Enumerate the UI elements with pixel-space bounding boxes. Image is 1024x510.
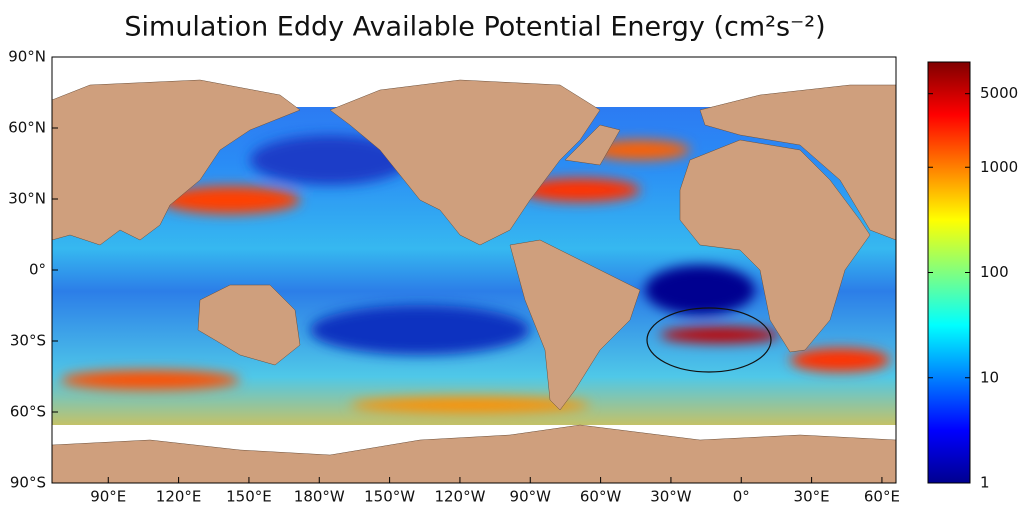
annotation-ellipse (646, 307, 772, 373)
y-tick-label: 90°N (8, 48, 46, 66)
x-tick-label: 0° (733, 488, 750, 506)
south-america (509, 239, 641, 411)
greenland-edge (564, 124, 621, 166)
eurasia-east (699, 84, 896, 241)
y-tick-label: 30°N (8, 190, 46, 208)
africa (679, 139, 871, 353)
colorbar-tick-label: 100 (980, 263, 1009, 281)
asia-west (52, 79, 301, 246)
x-tick-label: 180°W (294, 488, 345, 506)
x-tick-label: 150°E (226, 488, 272, 506)
x-tick-label: 150°W (364, 488, 415, 506)
antarctica (52, 424, 896, 483)
x-tick-label: 90°W (510, 488, 552, 506)
australia (197, 284, 301, 366)
energy-hotspots (60, 135, 890, 413)
colorbar-tick-label: 5000 (980, 84, 1018, 102)
x-tick-label: 90°E (90, 488, 126, 506)
y-tick-label: 60°S (10, 403, 46, 421)
x-tick-label: 60°E (864, 488, 900, 506)
colorbar (927, 61, 971, 484)
colorbar-tick-label: 1000 (980, 158, 1018, 176)
y-tick-label: 90°S (10, 474, 46, 492)
x-tick-label: 60°W (580, 488, 622, 506)
y-tick-label: 30°S (10, 332, 46, 350)
colorbar-tick-label: 10 (980, 368, 999, 386)
y-tick-label: 0° (29, 261, 46, 279)
map-area (52, 57, 896, 483)
x-tick-label: 120°W (434, 488, 485, 506)
x-tick-label: 30°W (650, 488, 692, 506)
north-america (329, 79, 601, 246)
title: Simulation Eddy Available Potential Ener… (124, 12, 825, 43)
colorbar-tick-label: 1 (980, 474, 990, 492)
x-tick-label: 120°E (156, 488, 202, 506)
x-tick-label: 30°E (794, 488, 830, 506)
y-tick-label: 60°N (8, 119, 46, 137)
